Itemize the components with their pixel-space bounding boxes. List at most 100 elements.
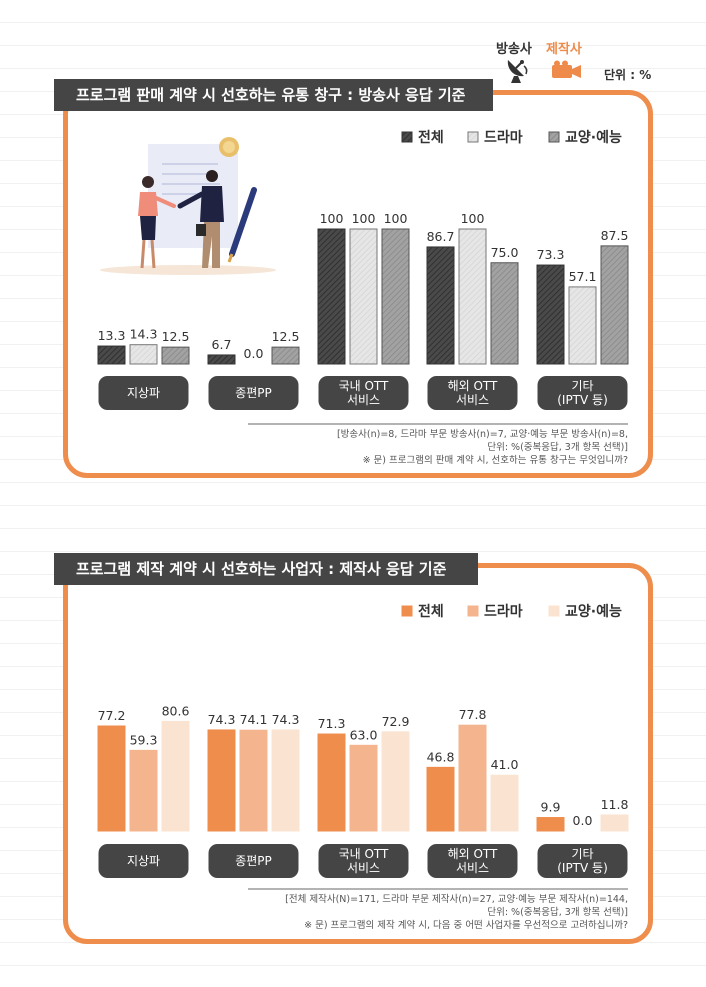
respondent-legend: 방송사 제작사 단위 : % xyxy=(496,38,696,88)
legend-swatch xyxy=(401,605,413,617)
data-label: 74.1 xyxy=(240,712,268,727)
legend-label: 드라마 xyxy=(484,604,523,620)
note-line: ※ 문) 프로그램의 판매 계약 시, 선호하는 유통 창구는 무엇입니까? xyxy=(362,455,628,466)
bar xyxy=(349,228,378,365)
data-label: 100 xyxy=(320,211,344,226)
category-label-box xyxy=(208,376,299,410)
producer-label: 제작사 xyxy=(546,42,582,57)
chart-title: 프로그램 제작 계약 시 선호하는 사업자 : 제작사 응답 기준 xyxy=(54,553,478,585)
bar xyxy=(271,729,300,832)
data-label: 57.1 xyxy=(569,269,597,284)
legend-swatch xyxy=(467,605,479,617)
bar xyxy=(381,228,410,365)
bar xyxy=(207,354,236,365)
data-label: 100 xyxy=(384,211,408,226)
category-label-box xyxy=(98,844,189,878)
category-label-box xyxy=(427,844,518,878)
legend-swatch xyxy=(467,131,479,143)
bar xyxy=(426,246,455,365)
category-label: 기타 (IPTV 등) xyxy=(557,847,608,875)
data-label: 14.3 xyxy=(130,327,158,342)
data-label: 0.0 xyxy=(244,346,264,361)
bar xyxy=(207,729,236,832)
note-line: [방송사(n)=8, 드라마 부문 방송사(n)=7, 교양·예능 부문 방송사… xyxy=(336,429,628,440)
category-label: 기타 (IPTV 등) xyxy=(557,379,608,407)
data-label: 41.0 xyxy=(491,757,519,772)
legend-label: 교양·예능 xyxy=(565,604,622,620)
chart-title: 프로그램 판매 계약 시 선호하는 유통 창구 : 방송사 응답 기준 xyxy=(54,79,493,111)
data-label: 63.0 xyxy=(350,727,378,742)
legend-label: 교양·예능 xyxy=(565,130,622,146)
legend-swatch xyxy=(548,131,560,143)
data-label: 77.2 xyxy=(98,708,126,723)
category-label-box xyxy=(98,376,189,410)
category-label: 지상파 xyxy=(127,386,160,400)
data-label: 11.8 xyxy=(601,797,629,812)
data-label: 6.7 xyxy=(212,337,232,352)
category-label: 해외 OTT 서비스 xyxy=(448,847,498,875)
category-label-box xyxy=(537,844,628,878)
data-label: 100 xyxy=(461,211,485,226)
legend-swatch xyxy=(401,131,413,143)
category-label-box xyxy=(318,376,409,410)
category-label-box xyxy=(318,844,409,878)
data-label: 75.0 xyxy=(491,245,519,260)
category-label-box xyxy=(427,376,518,410)
data-label: 73.3 xyxy=(537,247,565,262)
bar xyxy=(490,774,519,832)
data-label: 74.3 xyxy=(208,712,236,727)
legend-label: 전체 xyxy=(418,603,444,620)
data-label: 46.8 xyxy=(427,749,455,764)
category-label: 종편PP xyxy=(235,854,272,868)
producer-preference-chart: 전체 드라마 교양·예능 77.2 59.3 80.6 지상파 74.3 74.1 74.3 종편P… xyxy=(97,603,629,890)
bar xyxy=(317,228,346,365)
chart-note: [방송사(n)=8, 드라마 부문 방송사(n)=7, 교양·예능 부문 방송사… xyxy=(337,428,628,467)
bar xyxy=(600,245,629,365)
data-label: 100 xyxy=(352,211,376,226)
legend-label: 전체 xyxy=(418,129,444,146)
category-label: 지상파 xyxy=(127,854,160,868)
note-line: 단위: %(중복응답, 3개 항목 선택)] xyxy=(487,442,628,453)
category-label: 국내 OTT 서비스 xyxy=(339,379,389,407)
bar xyxy=(271,346,300,365)
category-label-box xyxy=(537,376,628,410)
bar xyxy=(161,720,190,832)
satellite-dish-icon xyxy=(507,60,528,83)
data-label: 86.7 xyxy=(427,229,455,244)
broadcaster-label: 방송사 xyxy=(496,42,532,57)
category-label: 해외 OTT 서비스 xyxy=(448,379,498,407)
data-label: 71.3 xyxy=(318,716,346,731)
data-label: 74.3 xyxy=(272,712,300,727)
handshake-illustration xyxy=(100,137,276,275)
data-label: 13.3 xyxy=(98,328,126,343)
note-line: [전체 제작사(N)=171, 드라마 부문 제작사(n)=27, 교양·예능 … xyxy=(285,894,628,905)
bar xyxy=(161,346,190,365)
bar xyxy=(97,725,126,832)
bar xyxy=(426,766,455,832)
distribution-channel-chart: 전체 드라마 교양·예능 13.3 14.3 12.5 지상파 6.7 0.0 12.5 종편PP 1… xyxy=(97,129,629,425)
bar xyxy=(536,264,565,365)
chart-note: [전체 제작사(N)=171, 드라마 부문 제작사(n)=27, 교양·예능 … xyxy=(285,893,628,932)
bar xyxy=(97,345,126,365)
bar xyxy=(239,729,268,832)
legend-label: 드라마 xyxy=(484,130,523,146)
bar xyxy=(317,733,346,832)
data-label: 77.8 xyxy=(459,707,487,722)
bar xyxy=(600,814,629,832)
video-camera-icon xyxy=(552,60,581,78)
data-label: 87.5 xyxy=(601,228,629,243)
bar xyxy=(458,724,487,832)
unit-label: 단위 : % xyxy=(604,68,652,82)
bar xyxy=(536,817,565,832)
data-label: 12.5 xyxy=(162,329,190,344)
bar xyxy=(458,228,487,365)
data-label: 80.6 xyxy=(162,703,190,718)
category-label: 국내 OTT 서비스 xyxy=(339,847,389,875)
category-label-box xyxy=(208,844,299,878)
bar xyxy=(381,731,410,832)
data-label: 72.9 xyxy=(382,714,410,729)
data-label: 0.0 xyxy=(573,813,593,828)
category-label: 종편PP xyxy=(235,386,272,400)
bar xyxy=(129,344,158,365)
